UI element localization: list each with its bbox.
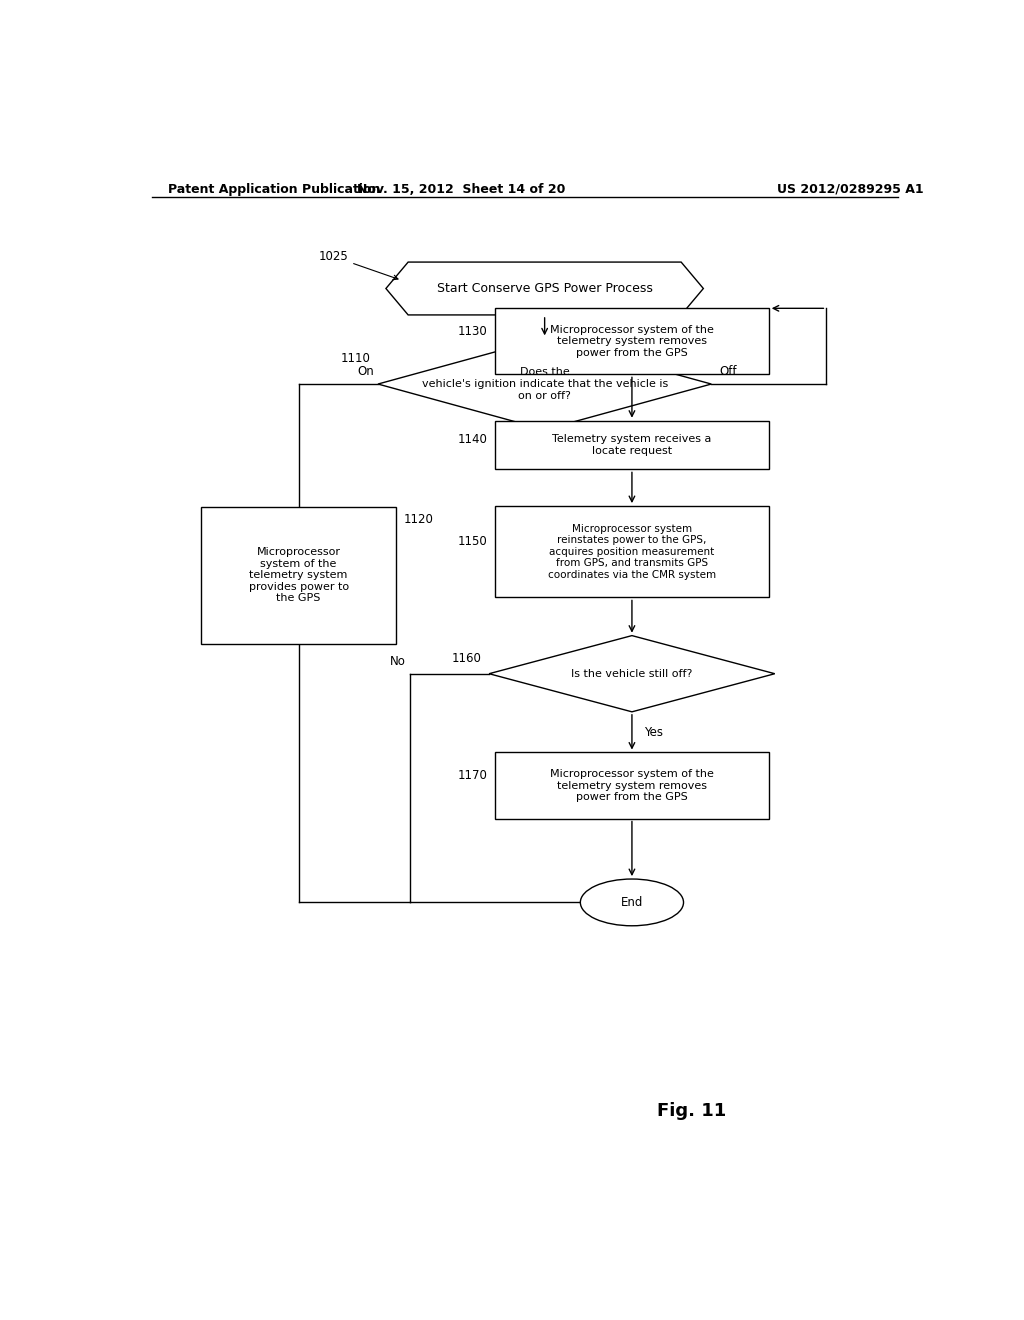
- FancyBboxPatch shape: [202, 507, 396, 644]
- Text: Fig. 11: Fig. 11: [656, 1102, 726, 1119]
- Text: Yes: Yes: [644, 726, 663, 739]
- FancyBboxPatch shape: [495, 752, 769, 818]
- FancyBboxPatch shape: [495, 309, 769, 375]
- Text: US 2012/0289295 A1: US 2012/0289295 A1: [777, 182, 924, 195]
- Text: 1130: 1130: [458, 325, 487, 338]
- Text: Microprocessor system of the
telemetry system removes
power from the GPS: Microprocessor system of the telemetry s…: [550, 325, 714, 358]
- Text: Microprocessor system
reinstates power to the GPS,
acquires position measurement: Microprocessor system reinstates power t…: [548, 524, 716, 579]
- Text: No: No: [390, 655, 406, 668]
- Text: Microprocessor
system of the
telemetry system
provides power to
the GPS: Microprocessor system of the telemetry s…: [249, 546, 349, 603]
- FancyBboxPatch shape: [495, 506, 769, 598]
- Polygon shape: [489, 636, 775, 711]
- Text: Is the vehicle still off?: Is the vehicle still off?: [571, 669, 692, 678]
- Polygon shape: [378, 338, 712, 430]
- Text: 1170: 1170: [458, 768, 487, 781]
- Text: Off: Off: [719, 366, 736, 379]
- Text: 1150: 1150: [458, 535, 487, 548]
- Text: 1140: 1140: [458, 433, 487, 446]
- Text: Start Conserve GPS Power Process: Start Conserve GPS Power Process: [436, 282, 652, 294]
- Text: Does the
vehicle's ignition indicate that the vehicle is
on or off?: Does the vehicle's ignition indicate tha…: [422, 367, 668, 401]
- Polygon shape: [386, 263, 703, 315]
- Ellipse shape: [581, 879, 684, 925]
- Text: Telemetry system receives a
locate request: Telemetry system receives a locate reque…: [552, 434, 712, 455]
- Text: Patent Application Publication: Patent Application Publication: [168, 182, 380, 195]
- Text: 1025: 1025: [318, 249, 398, 280]
- Text: End: End: [621, 896, 643, 909]
- Text: On: On: [357, 366, 374, 379]
- Text: 1160: 1160: [452, 652, 481, 665]
- Text: Microprocessor system of the
telemetry system removes
power from the GPS: Microprocessor system of the telemetry s…: [550, 770, 714, 803]
- Text: 1110: 1110: [340, 352, 370, 366]
- Text: Nov. 15, 2012  Sheet 14 of 20: Nov. 15, 2012 Sheet 14 of 20: [357, 182, 565, 195]
- Text: 1120: 1120: [403, 512, 433, 525]
- FancyBboxPatch shape: [495, 421, 769, 470]
